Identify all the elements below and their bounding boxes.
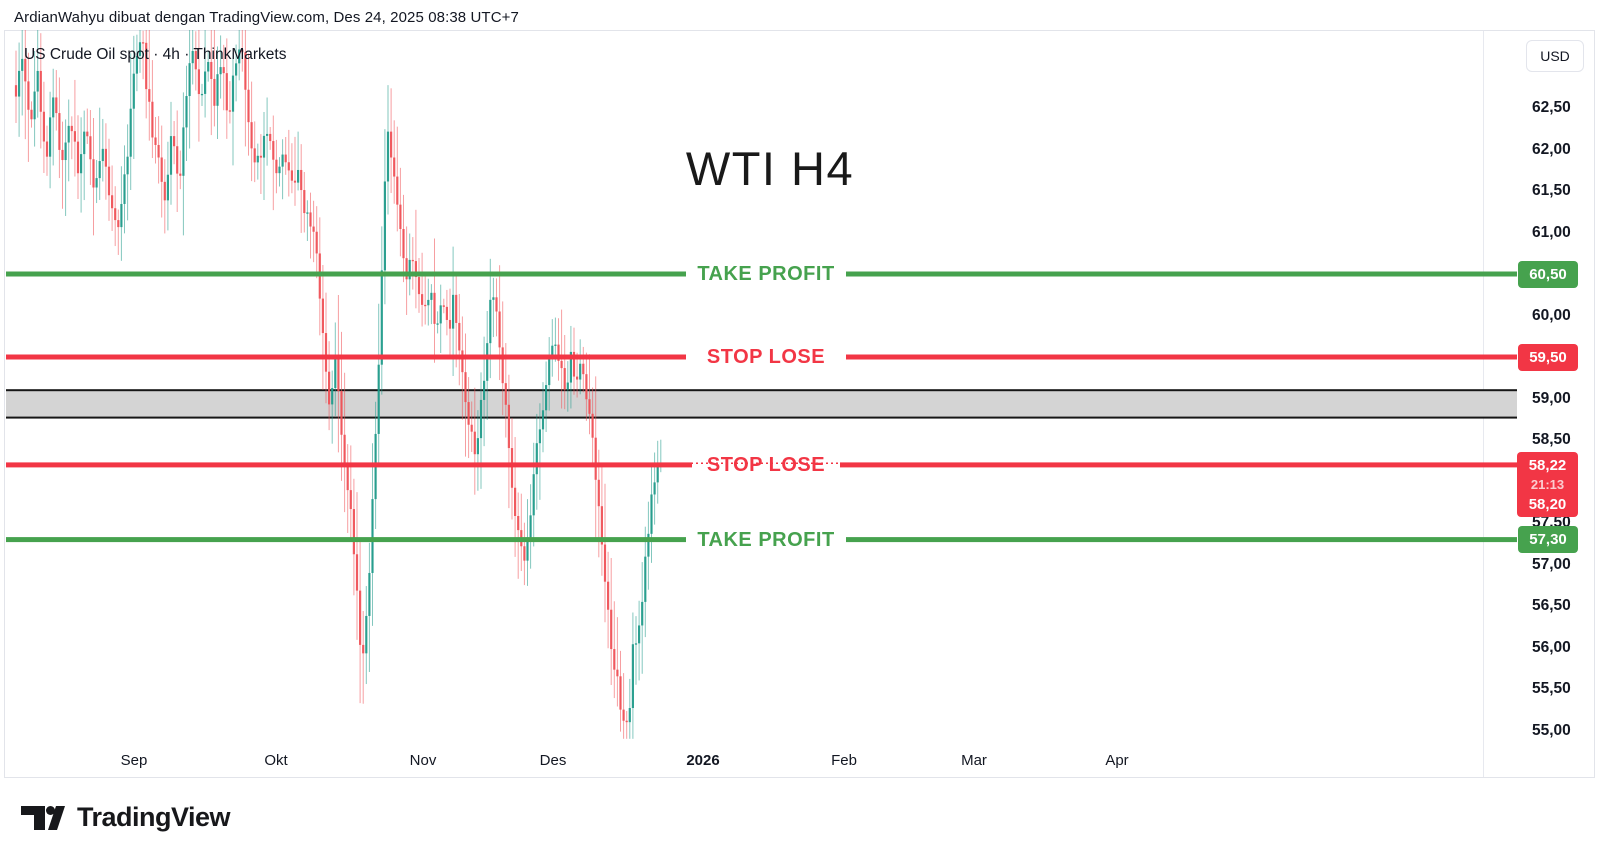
x-axis-label: Nov xyxy=(409,752,437,769)
x-axis-label: Apr xyxy=(1105,752,1129,769)
x-axis-label: Sep xyxy=(120,752,148,769)
tradingview-logo-icon xyxy=(21,805,65,830)
y-axis-label: 62,50 xyxy=(1532,99,1571,116)
y-axis-label: 61,00 xyxy=(1532,223,1571,241)
attribution-text: ArdianWahyu dibuat dengan TradingView.co… xyxy=(14,9,519,26)
y-axis-label: 57,00 xyxy=(1532,555,1571,573)
stop-lose-line xyxy=(6,354,692,360)
current-price-badge: 58,22 21:13 58,20 xyxy=(1517,452,1578,517)
x-axis-label: Mar xyxy=(961,752,987,769)
take-profit-price-badge: 60,50 xyxy=(1518,260,1578,288)
take-profit-price-badge: 57,30 xyxy=(1518,526,1578,554)
take-profit-label-lower: TAKE PROFIT xyxy=(686,527,846,554)
stop-lose-price-badge: 59,50 xyxy=(1518,343,1578,371)
tradingview-logo-text: TradingView xyxy=(77,802,231,832)
y-axis-label: 59,00 xyxy=(1532,389,1571,407)
y-axis-label: 61,50 xyxy=(1532,182,1571,199)
y-axis-label: 55,50 xyxy=(1532,680,1571,697)
take-profit-line xyxy=(6,271,692,277)
y-axis-label: 55,00 xyxy=(1532,721,1571,739)
y-axis-label: 60,00 xyxy=(1532,306,1571,324)
stop-lose-label-lower: STOP LOSE xyxy=(706,454,826,476)
y-axis-label: 56,50 xyxy=(1532,597,1571,614)
tradingview-logo[interactable]: TradingView xyxy=(20,802,231,833)
supply-zone xyxy=(6,390,1517,418)
y-axis-label: 56,00 xyxy=(1532,638,1571,656)
stop-lose-line xyxy=(6,462,692,468)
candlestick-chart-pane[interactable] xyxy=(4,30,1596,778)
y-axis-label: 62,00 xyxy=(1532,140,1571,158)
x-axis-label: 2026 xyxy=(686,752,720,769)
bar-countdown: 21:13 xyxy=(1530,477,1565,492)
take-profit-label-upper: TAKE PROFIT xyxy=(686,261,846,288)
currency-usd-button[interactable]: USD xyxy=(1526,40,1584,72)
x-axis-label: Feb xyxy=(831,752,857,769)
symbol-title: US Crude Oil spot · 4h · ThinkMarkets xyxy=(24,46,287,63)
y-axis-label: 58,50 xyxy=(1532,431,1571,448)
chart-title-watermark: WTI H4 xyxy=(685,142,855,195)
stop-lose-label-upper: STOP LOSE xyxy=(686,344,846,371)
current-price-value: 58,22 xyxy=(1528,456,1567,474)
x-axis-label: Okt xyxy=(264,752,288,769)
x-axis-label: Des xyxy=(539,752,567,769)
take-profit-line xyxy=(6,537,692,543)
stop-lose-price-value: 58,20 xyxy=(1528,495,1567,513)
